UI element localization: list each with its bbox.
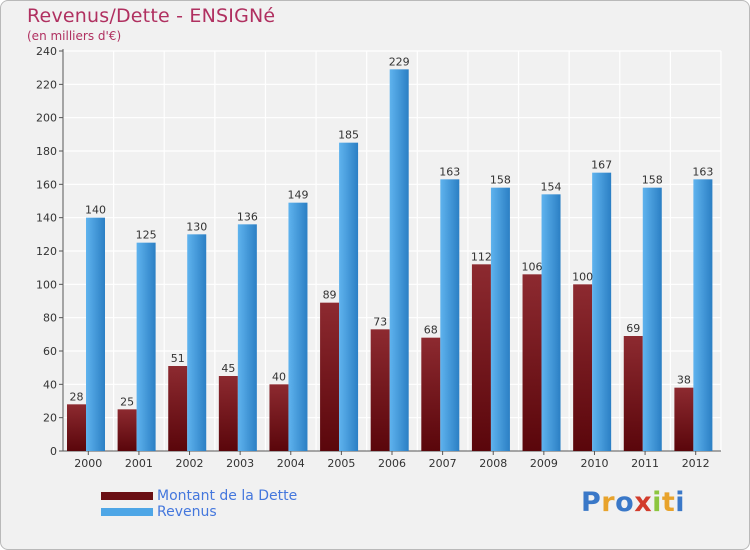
bar-revenus-2001	[136, 242, 156, 451]
value-label: 45	[221, 362, 235, 375]
legend-item-debt: Montant de la Dette	[101, 488, 297, 504]
bar-revenus-2009	[541, 194, 561, 452]
bar-dette-2001	[117, 409, 137, 451]
bar-dette-2003	[218, 376, 238, 451]
bar-dette-2004	[269, 384, 289, 451]
y-tick-label: 120	[36, 245, 57, 258]
legend-label-revenus: Revenus	[157, 504, 217, 520]
bar-revenus-2011	[642, 187, 662, 451]
bar-revenus-2006	[389, 69, 409, 451]
y-tick-label: 160	[36, 178, 57, 191]
x-tick-label-2007: 2007	[429, 457, 457, 470]
value-label: 158	[490, 174, 511, 187]
x-tick-label-2003: 2003	[226, 457, 254, 470]
x-tick-label-2001: 2001	[125, 457, 153, 470]
bar-revenus-2005	[339, 142, 359, 451]
proxiti-logo: Proxiti	[581, 487, 685, 518]
value-label: 140	[85, 204, 106, 217]
y-tick-label: 180	[36, 145, 57, 158]
bar-dette-2002	[168, 366, 188, 451]
logo-letter: x	[634, 487, 653, 518]
value-label: 163	[439, 165, 460, 178]
value-label: 158	[642, 174, 663, 187]
bar-dette-2012	[674, 387, 694, 451]
value-label: 106	[522, 260, 543, 273]
value-label: 130	[186, 220, 207, 233]
value-label: 185	[338, 129, 359, 142]
y-tick-label: 100	[36, 278, 57, 291]
value-labels: 28 140 25 125 51 130 45 136 40 149 89 185 73 229 68 163…	[70, 55, 714, 408]
chart-subtitle: (en milliers d'€)	[27, 29, 122, 43]
bar-revenus-2012	[693, 179, 713, 452]
bar-dette-2006	[370, 329, 390, 451]
x-tick-label-2010: 2010	[580, 457, 608, 470]
bar-revenus-2010	[592, 172, 612, 451]
bar-revenus-2000	[86, 217, 105, 451]
value-label: 149	[287, 189, 308, 202]
x-tick-label-2011: 2011	[631, 457, 659, 470]
value-label: 38	[677, 374, 691, 387]
y-tick-label: 40	[43, 378, 57, 391]
value-label: 40	[272, 370, 286, 383]
value-label: 229	[389, 55, 410, 68]
value-label: 89	[323, 289, 337, 302]
bar-dette-2007	[421, 337, 441, 451]
value-label: 28	[70, 390, 84, 403]
y-tick-label: 140	[36, 212, 57, 225]
logo-letter: t	[661, 487, 676, 518]
logo-letter: r	[601, 487, 616, 518]
x-tick-label-2004: 2004	[277, 457, 305, 470]
y-tick-label: 20	[43, 412, 57, 425]
logo-letter: i	[652, 487, 662, 518]
value-label: 25	[120, 395, 134, 408]
value-label: 68	[424, 324, 438, 337]
bar-dette-2008	[471, 264, 491, 451]
legend-swatch-debt	[101, 492, 153, 500]
value-label: 51	[171, 352, 185, 365]
x-tick-label-2012: 2012	[682, 457, 710, 470]
chart-title: Revenus/Dette - ENSIGNé	[27, 5, 276, 27]
x-tick-label-2009: 2009	[530, 457, 558, 470]
legend-swatch-revenus	[101, 508, 153, 516]
bar-revenus-2007	[440, 179, 460, 452]
logo-letter: P	[581, 487, 602, 518]
x-tick-label-2005: 2005	[327, 457, 355, 470]
value-label: 100	[572, 270, 593, 283]
bar-dette-2005	[320, 302, 340, 451]
bar-dette-2010	[573, 284, 593, 451]
value-label: 163	[692, 165, 713, 178]
x-tick-label-2008: 2008	[479, 457, 507, 470]
y-tick-label: 0	[50, 445, 57, 458]
y-tick-label: 220	[36, 78, 57, 91]
y-tick-label: 240	[36, 45, 57, 58]
value-label: 125	[136, 229, 157, 242]
legend: Montant de la Dette Revenus	[101, 488, 297, 520]
bar-revenus-2002	[187, 234, 207, 451]
x-tick-label-2006: 2006	[378, 457, 406, 470]
x-tick-label-2002: 2002	[176, 457, 204, 470]
x-tick-label-2000: 2000	[74, 457, 102, 470]
value-label: 73	[373, 315, 387, 328]
logo-letter: o	[615, 487, 635, 518]
value-label: 112	[471, 250, 492, 263]
value-label: 154	[541, 180, 562, 193]
bars	[67, 69, 713, 452]
value-label: 167	[591, 159, 612, 172]
bar-dette-2000	[67, 404, 86, 451]
value-label: 136	[237, 210, 258, 223]
bar-dette-2011	[623, 336, 643, 451]
value-label: 69	[626, 322, 640, 335]
logo-letter: i	[675, 487, 686, 518]
legend-item-revenus: Revenus	[101, 504, 297, 520]
y-tick-label: 60	[43, 345, 57, 358]
bar-dette-2009	[522, 274, 542, 451]
y-tick-label: 80	[43, 312, 57, 325]
bar-revenus-2008	[490, 187, 510, 451]
legend-label-debt: Montant de la Dette	[157, 488, 298, 504]
bar-revenus-2004	[288, 202, 308, 451]
bar-revenus-2003	[237, 224, 257, 451]
y-tick-label: 200	[36, 112, 57, 125]
